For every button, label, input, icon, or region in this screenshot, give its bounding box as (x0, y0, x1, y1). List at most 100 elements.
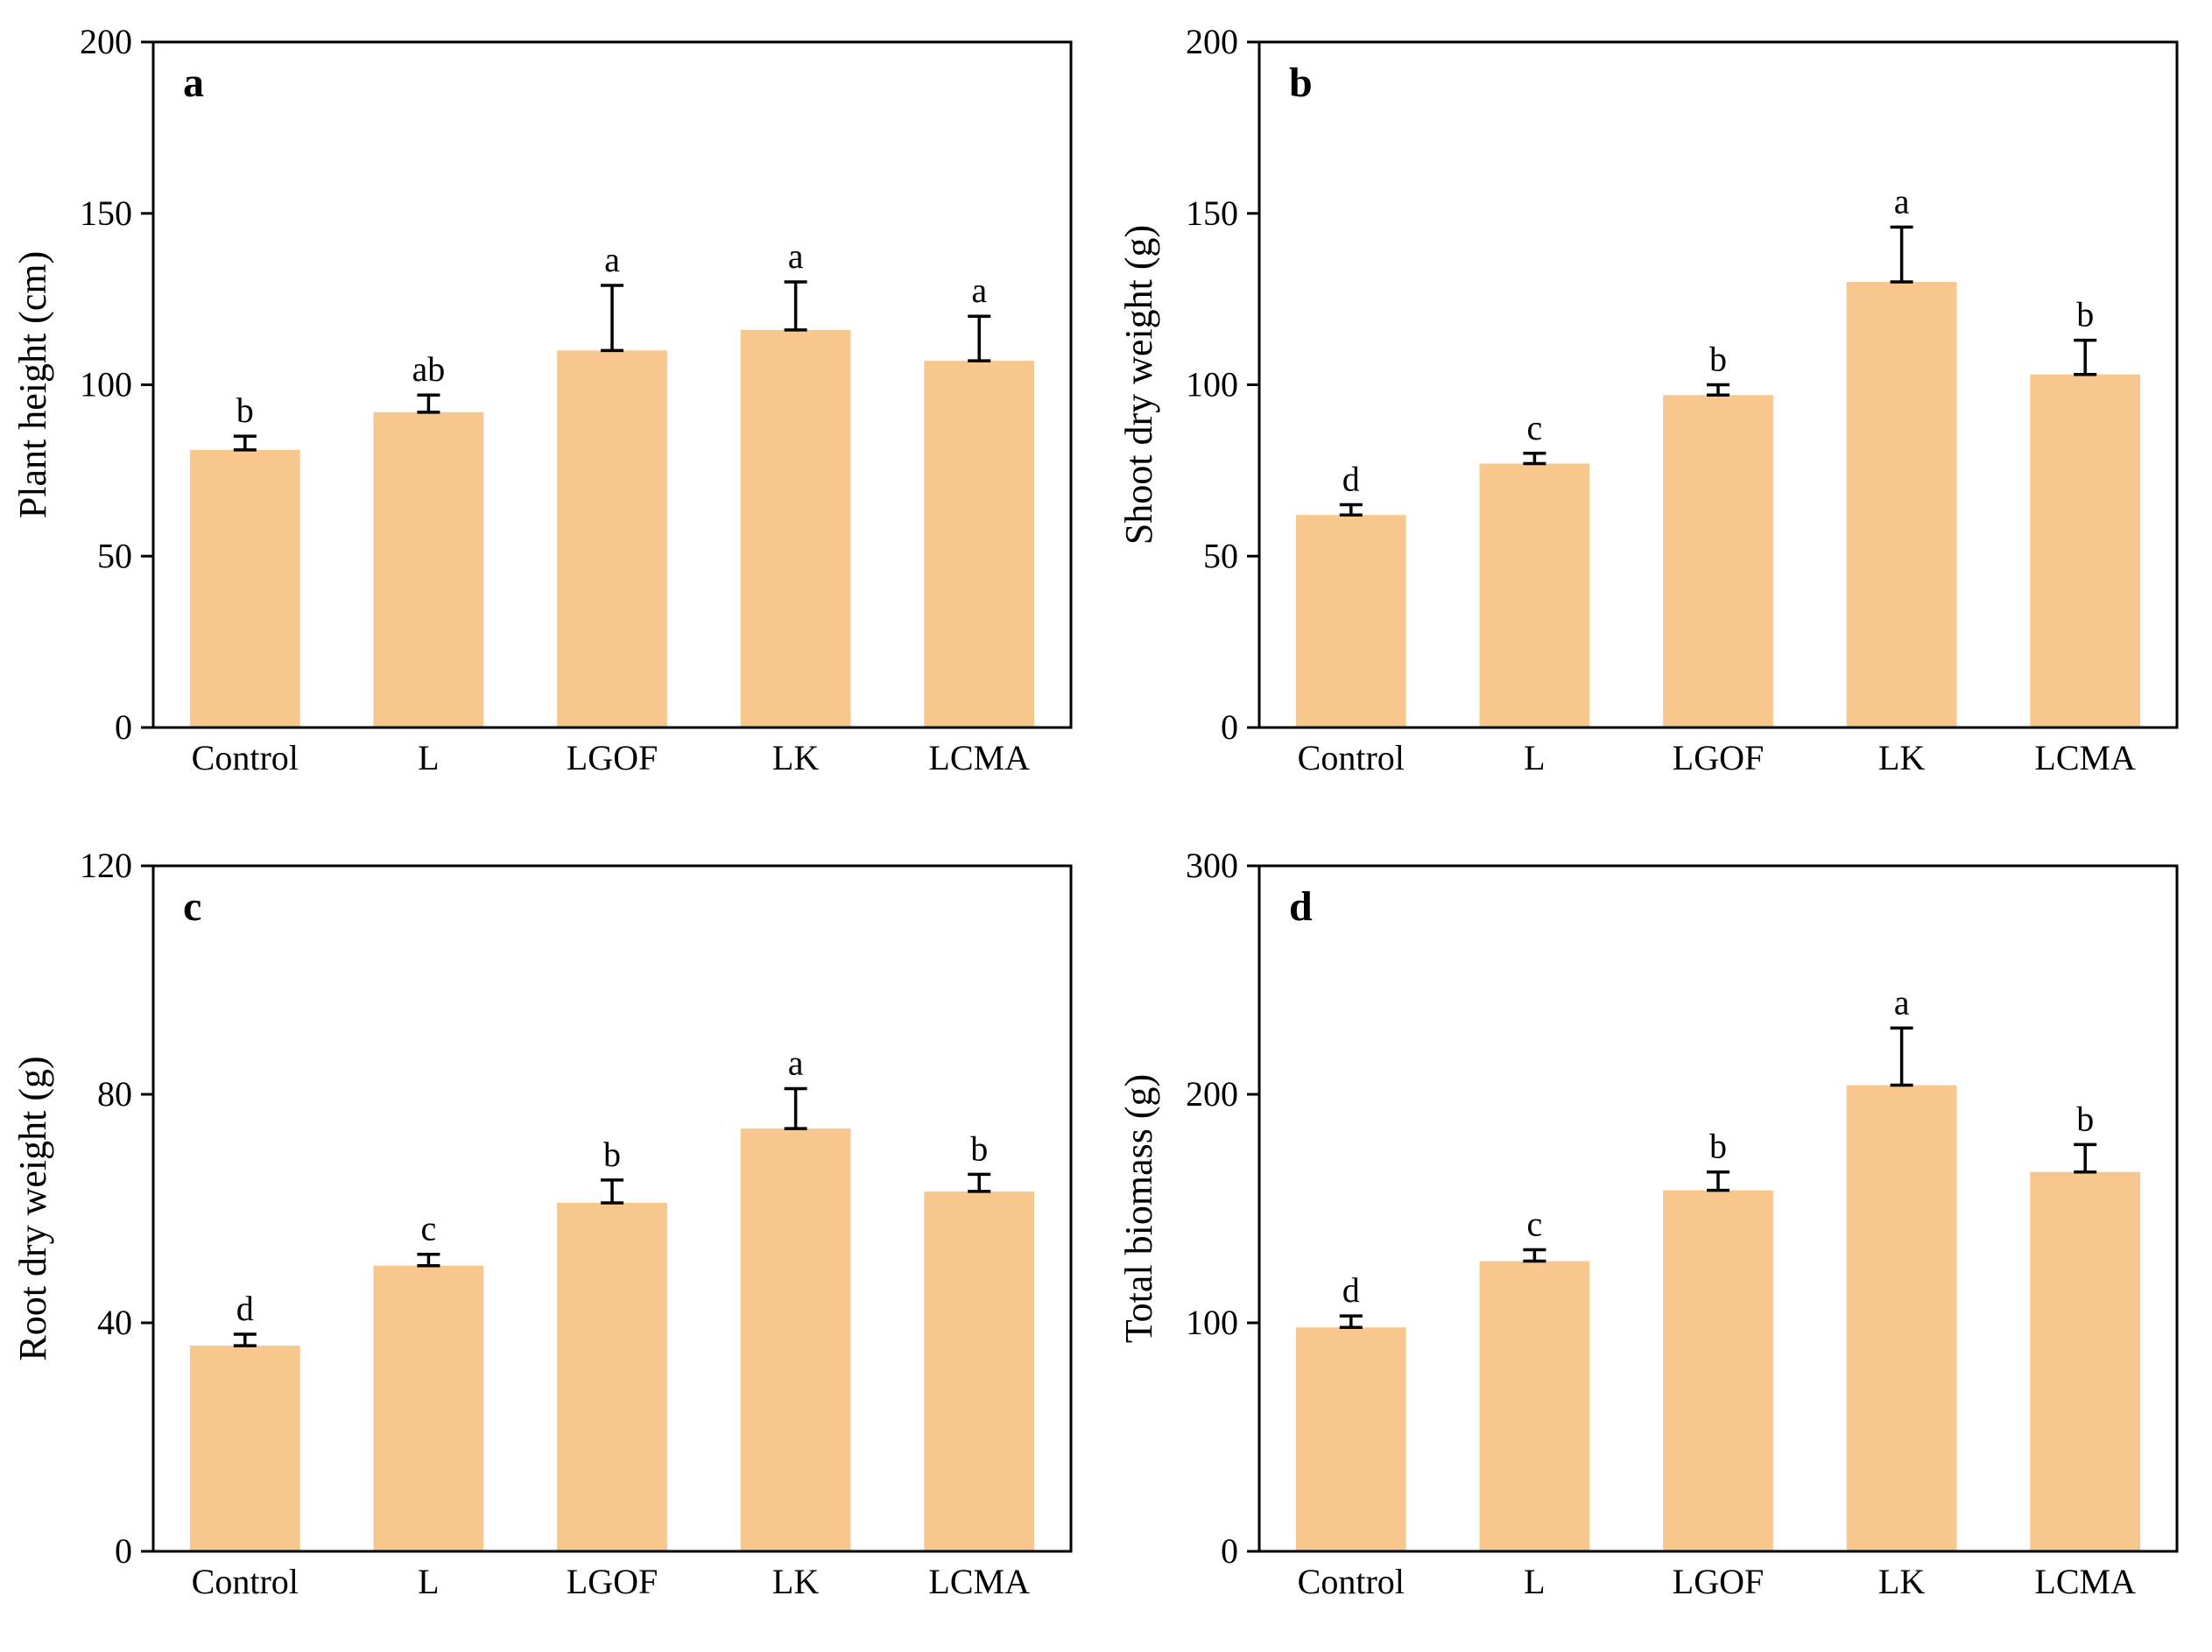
bar-lk (1846, 282, 1957, 728)
bar-chart-root-dry-weight: d Control c Lb LGOF a LK b LCMA 0 40 80 120 Root dry … (0, 824, 1106, 1648)
bar-lk (1846, 1085, 1957, 1551)
bar-lgof (1663, 395, 1773, 728)
y-tick-label: 100 (1186, 1303, 1238, 1342)
significance-letter: b (1709, 340, 1727, 379)
bar-lgof (1663, 1190, 1773, 1551)
bar-chart-shoot-dry-weight: d Control c Lb LGOF a LK b LCMA 0 50 100 150 200 Shoot… (1106, 0, 2212, 824)
bar-control (1295, 515, 1406, 728)
significance-letter: a (971, 271, 987, 310)
significance-letter: c (421, 1209, 437, 1248)
panel-letter: d (1289, 883, 1313, 930)
panel-background (1106, 0, 2212, 824)
x-tick-label: L (418, 738, 439, 777)
bar-control (189, 449, 300, 728)
significance-letter: a (1894, 181, 1910, 221)
bar-control (1295, 1327, 1406, 1551)
x-tick-label: L (1524, 1562, 1545, 1601)
x-tick-label: LK (772, 738, 819, 777)
y-tick-label: 100 (1186, 365, 1238, 404)
panel-letter: a (183, 60, 204, 106)
bar-lcma (2030, 374, 2141, 728)
significance-letter: b (970, 1128, 988, 1168)
y-tick-label: 200 (80, 22, 132, 61)
significance-letter: c (1527, 1204, 1543, 1243)
y-tick-label: 0 (1221, 707, 1238, 747)
bar-l (373, 411, 484, 728)
bar-l (373, 1265, 484, 1551)
panel-letter: b (1289, 60, 1313, 106)
significance-letter: b (2076, 1099, 2094, 1138)
bar-l (1479, 463, 1590, 728)
x-tick-label: Control (1298, 1562, 1405, 1601)
significance-letter: b (603, 1135, 621, 1174)
y-tick-label: 50 (1203, 536, 1238, 575)
x-tick-label: LCMA (2034, 738, 2136, 777)
y-tick-label: 0 (115, 707, 132, 747)
x-tick-label: Control (192, 738, 299, 777)
x-tick-label: LCMA (928, 738, 1030, 777)
y-tick-label: 200 (1186, 22, 1238, 61)
y-tick-label: 40 (97, 1303, 132, 1342)
bar-lk (740, 329, 851, 728)
y-tick-label: 0 (1221, 1531, 1238, 1571)
y-tick-label: 300 (1186, 846, 1238, 885)
y-tick-label: 120 (80, 846, 132, 885)
bar-lcma (924, 1191, 1035, 1551)
significance-letter: c (1527, 408, 1543, 447)
significance-letter: a (788, 236, 804, 276)
bar-lcma (924, 361, 1035, 728)
bar-l (1479, 1261, 1590, 1551)
x-tick-label: Control (1298, 738, 1405, 777)
significance-letter: ab (412, 349, 446, 389)
y-axis-title: Plant height (cm) (11, 251, 54, 519)
significance-letter: d (236, 1289, 254, 1328)
panel-letter: c (183, 883, 201, 930)
x-tick-label: L (1524, 738, 1545, 777)
x-tick-label: LGOF (1673, 738, 1764, 777)
x-tick-label: LGOF (567, 738, 658, 777)
panel-background (0, 824, 1106, 1648)
bar-lk (740, 1128, 851, 1551)
significance-letter: a (1894, 982, 1910, 1022)
significance-letter: b (1709, 1127, 1727, 1166)
y-tick-label: 80 (97, 1074, 132, 1114)
y-tick-label: 200 (1186, 1074, 1238, 1114)
y-axis-title: Root dry weight (g) (11, 1056, 54, 1360)
significance-letter: d (1342, 460, 1360, 499)
axis-frame (1257, 864, 2179, 1553)
significance-letter: b (236, 390, 254, 430)
y-axis-title: Shoot dry weight (g) (1117, 225, 1160, 545)
significance-letter: b (2076, 295, 2094, 334)
x-tick-label: LK (1878, 738, 1925, 777)
x-tick-label: LGOF (1673, 1562, 1764, 1601)
significance-letter: a (604, 240, 620, 279)
y-axis-title: Total biomass (g) (1117, 1074, 1160, 1343)
x-tick-label: L (418, 1562, 439, 1601)
x-tick-label: Control (192, 1562, 299, 1601)
y-tick-label: 100 (80, 365, 132, 404)
bar-lcma (2030, 1171, 2141, 1551)
y-tick-label: 50 (97, 536, 132, 575)
bar-chart-plant-height: b Control ab La LGOF a LK a LCMA 0 50 100 150 200 Plan… (0, 0, 1106, 824)
bar-chart-total-biomass: d Control c Lb LGOF a LK b LCMA 0 100 200 300 Total b… (1106, 824, 2212, 1648)
y-tick-label: 150 (1186, 193, 1238, 233)
y-tick-label: 150 (80, 193, 132, 233)
bar-control (189, 1346, 300, 1551)
x-tick-label: LGOF (567, 1562, 658, 1601)
bar-lgof (557, 1202, 667, 1551)
significance-letter: d (1342, 1270, 1360, 1310)
y-tick-label: 0 (115, 1531, 132, 1571)
axis-frame (151, 864, 1073, 1553)
significance-letter: a (788, 1043, 804, 1082)
x-tick-label: LCMA (2034, 1562, 2136, 1601)
panel-background (1106, 824, 2212, 1648)
x-tick-label: LK (1878, 1562, 1925, 1601)
panel-background (0, 0, 1106, 824)
x-tick-label: LK (772, 1562, 819, 1601)
bar-lgof (557, 350, 667, 728)
x-tick-label: LCMA (928, 1562, 1030, 1601)
